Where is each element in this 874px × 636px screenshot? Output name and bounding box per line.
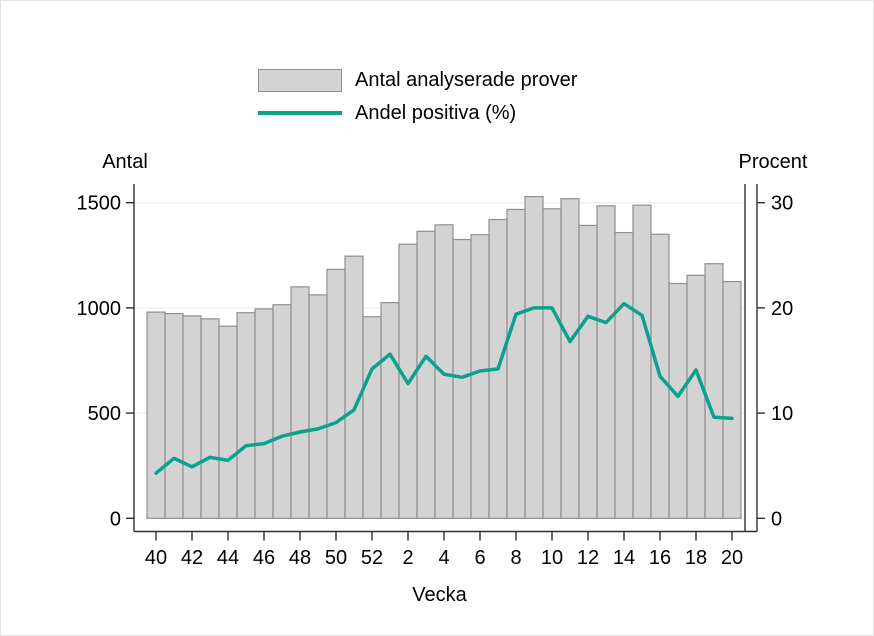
x-tick-label: 52 bbox=[361, 547, 383, 569]
right-axis-title: Procent bbox=[738, 151, 808, 173]
legend-label: Antal analyserade prover bbox=[355, 69, 578, 91]
bar bbox=[704, 263, 724, 519]
bar bbox=[290, 286, 310, 519]
bar bbox=[272, 304, 292, 519]
x-tick-label: 44 bbox=[217, 547, 239, 569]
x-tick-label: 12 bbox=[577, 547, 599, 569]
x-tick-label: 8 bbox=[510, 547, 521, 569]
bar bbox=[542, 208, 562, 519]
bar bbox=[434, 224, 454, 519]
left-tick-label: 0 bbox=[110, 508, 121, 530]
bar bbox=[218, 325, 238, 519]
bar bbox=[686, 274, 706, 519]
x-tick-label: 20 bbox=[721, 547, 743, 569]
left-axis-title: Antal bbox=[102, 151, 148, 173]
bar bbox=[200, 318, 220, 519]
bar bbox=[344, 255, 364, 519]
bar bbox=[596, 205, 616, 519]
left-tick-label: 1500 bbox=[77, 193, 122, 215]
legend-label: Andel positiva (%) bbox=[355, 102, 517, 124]
x-tick-label: 14 bbox=[613, 547, 635, 569]
x-tick-label: 4 bbox=[438, 547, 449, 569]
bar bbox=[722, 281, 742, 519]
x-tick-label: 48 bbox=[289, 547, 311, 569]
x-tick-label: 50 bbox=[325, 547, 347, 569]
bar bbox=[560, 198, 580, 519]
bar bbox=[470, 234, 490, 519]
bar bbox=[632, 204, 652, 519]
x-tick-label: 40 bbox=[145, 547, 167, 569]
bar bbox=[362, 316, 382, 519]
bar bbox=[308, 294, 328, 519]
right-tick-label: 30 bbox=[771, 193, 793, 215]
bar bbox=[236, 312, 256, 519]
bar bbox=[254, 308, 274, 519]
bar bbox=[506, 208, 526, 519]
x-tick-label: 46 bbox=[253, 547, 275, 569]
left-tick-label: 1000 bbox=[77, 298, 122, 320]
positivity-line bbox=[154, 301, 734, 475]
bar bbox=[614, 231, 634, 519]
bar bbox=[164, 312, 184, 519]
left-tick-label: 500 bbox=[88, 403, 121, 425]
x-tick-label: 16 bbox=[649, 547, 671, 569]
bar bbox=[146, 311, 166, 519]
legend: Antal analyserade prover Andel positiva … bbox=[258, 67, 577, 133]
x-tick-label: 18 bbox=[685, 547, 707, 569]
right-tick-label: 20 bbox=[771, 298, 793, 320]
legend-item-analyserade: Antal analyserade prover bbox=[258, 67, 577, 93]
right-tick-label: 0 bbox=[771, 508, 782, 530]
bar bbox=[182, 315, 202, 519]
right-tick-label: 10 bbox=[771, 403, 793, 425]
bar bbox=[668, 282, 688, 519]
line-swatch-icon bbox=[258, 102, 342, 125]
x-axis-title: Vecka bbox=[412, 584, 467, 606]
bars-group bbox=[146, 195, 742, 519]
x-tick-label: 42 bbox=[181, 547, 203, 569]
bar bbox=[578, 224, 598, 519]
bar-swatch-icon bbox=[258, 68, 342, 92]
bar bbox=[380, 302, 400, 519]
bar bbox=[416, 230, 436, 519]
x-tick-label: 6 bbox=[474, 547, 485, 569]
bar bbox=[524, 195, 544, 519]
bar bbox=[326, 268, 346, 519]
x-tick-label: 10 bbox=[541, 547, 563, 569]
x-tick-label: 2 bbox=[402, 547, 413, 569]
legend-item-positiva: Andel positiva (%) bbox=[258, 100, 577, 126]
